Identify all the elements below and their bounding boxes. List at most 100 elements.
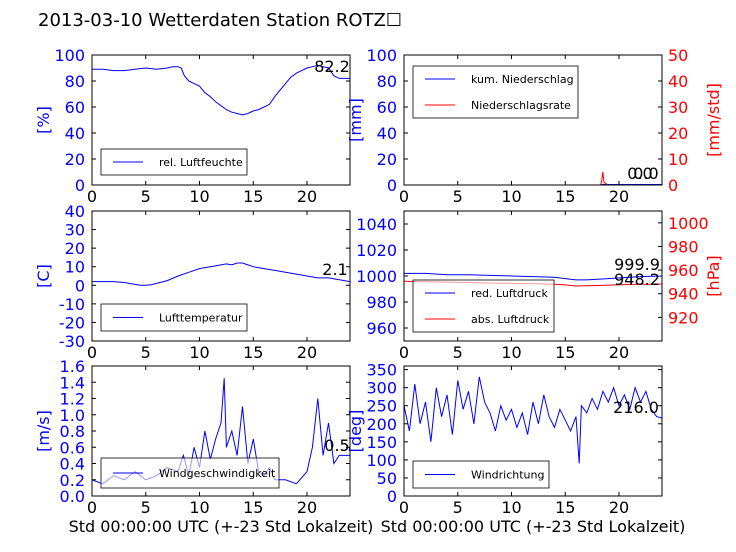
y-tick-label-right: 0 <box>668 176 678 195</box>
y-tick-label: 0.2 <box>60 471 85 490</box>
figure-title: 2013-03-10 Wetterdaten Station ROTZ☐ <box>38 10 402 31</box>
x-tick-label: 0 <box>399 343 409 362</box>
legend-label: Windgeschwindigkeit <box>159 467 276 480</box>
x-tick-label: 20 <box>609 343 629 362</box>
y-tick-label: 100 <box>366 451 397 470</box>
series-line-temperature-0 <box>92 262 350 286</box>
y-tick-label: -20 <box>59 313 85 332</box>
x-tick-label: 10 <box>501 187 521 206</box>
y-tick-label: 50 <box>377 469 397 488</box>
x-tick-label: 5 <box>453 187 463 206</box>
legend-box <box>412 65 579 119</box>
value-annotation: 0.5 <box>324 436 349 455</box>
y-tick-label: 960 <box>366 319 397 338</box>
y-tick-label: 0.0 <box>60 487 85 506</box>
x-tick-label: 10 <box>501 498 521 517</box>
x-tick-label: 15 <box>555 498 575 517</box>
y-tick-label: 40 <box>65 202 85 221</box>
value-annotation: 216.0 <box>613 398 659 417</box>
y-tick-label-right: 30 <box>668 98 688 117</box>
value-annotation: 2.1 <box>322 260 347 279</box>
x-tick-label: 10 <box>501 343 521 362</box>
plot-frame <box>91 54 351 186</box>
plot-frame <box>91 210 351 342</box>
y-tick-label: 0.8 <box>60 422 85 441</box>
y-tick-label: 1.4 <box>60 373 85 392</box>
x-tick-label: 15 <box>243 498 263 517</box>
series-line-pressure-0 <box>404 272 662 281</box>
x-tick-label: 0 <box>87 187 97 206</box>
y-tick-label: 1000 <box>356 267 397 286</box>
y-tick-label: 100 <box>54 46 85 65</box>
y-tick-label: 1.2 <box>60 390 85 409</box>
y-tick-label: 0 <box>387 487 397 506</box>
y-tick-label: 200 <box>366 415 397 434</box>
y-tick-label-right: 1000 <box>668 214 709 233</box>
value-annotation: 0.0 <box>627 164 652 183</box>
value-annotation: 948.2 <box>614 270 660 289</box>
x-tick-label: 0 <box>87 498 97 517</box>
y-tick-label: 80 <box>377 72 397 91</box>
legend-label: abs. Luftdruck <box>471 313 550 326</box>
y-axis-label: [C] <box>34 264 53 288</box>
y-tick-label: 80 <box>65 72 85 91</box>
y-tick-label: 20 <box>65 150 85 169</box>
y-axis-label: [mm] <box>346 98 365 142</box>
legend-label: Niederschlagsrate <box>471 99 571 112</box>
y-tick-label: 40 <box>65 124 85 143</box>
value-annotation: 999.9 <box>614 255 660 274</box>
y-tick-label: 0 <box>75 276 85 295</box>
legend-label: Lufttemperatur <box>159 312 243 325</box>
y-tick-label-right: 940 <box>668 285 699 304</box>
x-tick-label: 5 <box>453 498 463 517</box>
y-tick-label-right: 920 <box>668 308 699 327</box>
value-annotation: 82.2 <box>314 57 350 76</box>
x-tick-label: 0 <box>399 498 409 517</box>
y-tick-label: 60 <box>377 98 397 117</box>
y-axis-label: [deg] <box>346 410 365 453</box>
y-tick-label: 1020 <box>356 241 397 260</box>
plot-frame <box>403 54 663 186</box>
x-tick-label: 20 <box>297 498 317 517</box>
series-line-humidity-0 <box>92 64 350 116</box>
panel-pressure: 0 5 10 15 20 960 980 1000 1020 1040 920 940 960 980 10… <box>356 210 723 362</box>
y-axis-label: [m/s] <box>34 410 53 452</box>
x-tick-label: 15 <box>555 187 575 206</box>
x-tick-label: 0 <box>87 343 97 362</box>
y-tick-label: -30 <box>59 332 85 351</box>
x-tick-label: 10 <box>189 343 209 362</box>
x-tick-label: 10 <box>189 498 209 517</box>
y-tick-label: 0 <box>75 176 85 195</box>
y-tick-label: 350 <box>366 361 397 380</box>
y-tick-label: 150 <box>366 433 397 452</box>
y-tick-label: -10 <box>59 295 85 314</box>
y-tick-label: 30 <box>65 221 85 240</box>
y-axis-label-right: [mm/std] <box>704 83 723 157</box>
panel-winddirection: 0 5 10 15 20050100150200250300350[deg]Windri… <box>346 361 663 517</box>
y-tick-label: 40 <box>377 124 397 143</box>
legend-label: rel. Luftfeuchte <box>159 156 243 169</box>
x-tick-label: 5 <box>141 343 151 362</box>
y-tick-label: 60 <box>65 98 85 117</box>
legend-label: kum. Niederschlag <box>471 73 574 86</box>
y-tick-label: 250 <box>366 397 397 416</box>
plot-frame <box>403 365 663 497</box>
y-tick-label: 1.6 <box>60 357 85 376</box>
legend-label: red. Luftdruck <box>471 287 548 300</box>
y-axis-label: [%] <box>34 106 53 134</box>
y-tick-label: 0.6 <box>60 438 85 457</box>
x-tick-label: 20 <box>297 343 317 362</box>
y-axis-label-right: [hPa] <box>704 255 723 296</box>
panel-temperature: 0 5 10 15 20-30-20-10010203040[C]Lufttempera… <box>34 202 351 362</box>
y-tick-label-right: 50 <box>668 46 688 65</box>
x-tick-label: 15 <box>243 343 263 362</box>
y-tick-label: 20 <box>377 150 397 169</box>
y-tick-label: 980 <box>366 293 397 312</box>
y-tick-label-right: 10 <box>668 150 688 169</box>
y-tick-label: 0.4 <box>60 455 85 474</box>
y-tick-label: 0 <box>387 176 397 195</box>
